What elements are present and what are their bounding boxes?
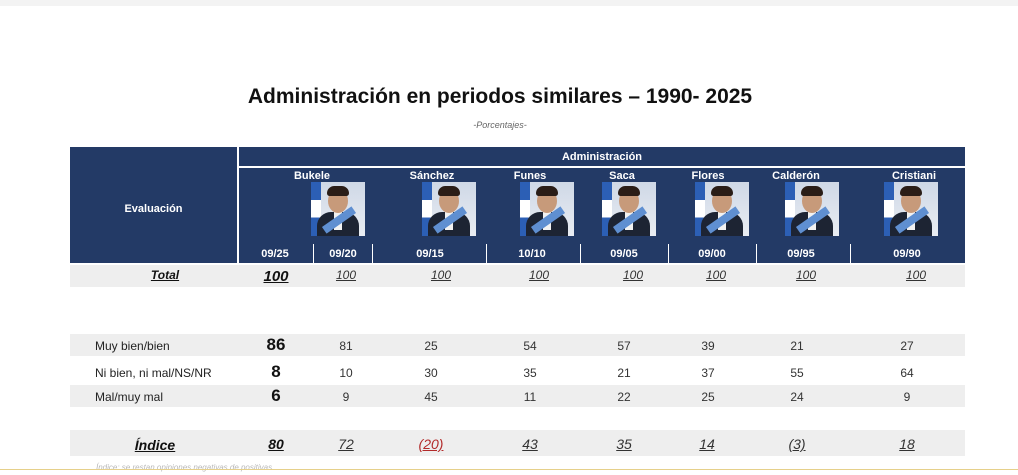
cell-ni-bien: 21 — [617, 366, 631, 380]
date-separator — [486, 244, 487, 263]
president-name-bukele: Bukele — [293, 170, 331, 182]
cell-muy-bien: 27 — [900, 339, 914, 353]
cell-ni-bien: 10 — [339, 366, 353, 380]
header-administration-block — [239, 147, 965, 166]
cell-ni-bien: 55 — [790, 366, 804, 380]
cell-muy-bien: 54 — [523, 339, 537, 353]
portrait-bukele — [311, 182, 365, 236]
row-label-muy-bien: Muy bien/bien — [95, 339, 170, 353]
cell-ni-bien: 30 — [424, 366, 438, 380]
bottom-line — [0, 469, 1018, 470]
cell-total: 100 — [335, 268, 357, 282]
row-label-mal: Mal/muy mal — [95, 390, 164, 404]
evaluation-header: Evaluación — [124, 203, 183, 215]
date-flores: 09/00 — [698, 248, 726, 260]
president-name-calderon: Calderón — [772, 170, 820, 182]
cell-indice: (20) — [418, 436, 444, 452]
cell-total: 100 — [622, 268, 644, 282]
cell-indice: (3) — [788, 436, 806, 452]
date-separator — [580, 244, 581, 263]
row-label-total: Total — [150, 268, 180, 282]
cell-mal: 24 — [790, 390, 804, 404]
cell-muy-bien: 86 — [266, 335, 286, 354]
president-name-saca: Saca — [609, 170, 635, 182]
cell-mal: 9 — [342, 390, 350, 404]
date-calderon: 09/95 — [787, 248, 815, 260]
portrait-sanchez — [422, 182, 476, 236]
cell-mal: 45 — [424, 390, 438, 404]
cell-indice: 18 — [899, 436, 915, 452]
cell-total: 100 — [430, 268, 452, 282]
portrait-funes — [520, 182, 574, 236]
row-bg-total — [70, 265, 965, 287]
header-evaluation-block — [70, 147, 237, 263]
cell-muy-bien: 39 — [701, 339, 715, 353]
cell-total: 100 — [795, 268, 817, 282]
cell-total: 100 — [705, 268, 727, 282]
row-label-ni-bien: Ni bien, ni mal/NS/NR — [95, 366, 212, 380]
cell-ni-bien: 64 — [900, 366, 914, 380]
cell-mal: 6 — [271, 386, 281, 405]
president-name-cristiani: Cristiani — [891, 170, 937, 182]
top-bar — [0, 0, 1018, 6]
page-subtitle: -Porcentajes- — [473, 120, 527, 130]
cell-muy-bien: 21 — [790, 339, 804, 353]
date-cristiani: 09/90 — [893, 248, 921, 260]
date-separator — [668, 244, 669, 263]
date-bukele-2025: 09/25 — [261, 248, 289, 260]
portrait-flores — [695, 182, 749, 236]
row-label-indice: Índice — [134, 437, 176, 453]
cell-ni-bien: 8 — [271, 362, 281, 381]
president-name-funes: Funes — [513, 170, 547, 182]
row-bg-indice — [70, 430, 965, 456]
cell-indice: 14 — [699, 436, 715, 452]
cell-mal: 22 — [617, 390, 631, 404]
president-name-flores: Flores — [691, 170, 725, 182]
portrait-saca — [602, 182, 656, 236]
cell-total: 100 — [528, 268, 550, 282]
cell-total: 100 — [905, 268, 927, 282]
portrait-calderon — [785, 182, 839, 236]
administration-header: Administración — [561, 151, 643, 163]
date-saca: 09/05 — [610, 248, 638, 260]
cell-indice: 80 — [268, 436, 284, 452]
cell-mal: 25 — [701, 390, 715, 404]
date-separator — [372, 244, 373, 263]
date-separator — [756, 244, 757, 263]
date-bukele-2020: 09/20 — [329, 248, 357, 260]
row-bg-mal — [70, 385, 965, 407]
cell-muy-bien: 25 — [424, 339, 438, 353]
date-sanchez: 09/15 — [416, 248, 444, 260]
cell-indice: 43 — [522, 436, 538, 452]
cell-indice: 72 — [338, 436, 354, 452]
cell-muy-bien: 57 — [617, 339, 631, 353]
cell-muy-bien: 81 — [339, 339, 353, 353]
footnote: Índice: se restan opiniones negativas de… — [96, 463, 275, 472]
date-separator — [313, 244, 314, 263]
cell-mal: 9 — [903, 390, 911, 404]
date-separator — [850, 244, 851, 263]
cell-ni-bien: 35 — [523, 366, 537, 380]
page-title: Administración en periodos similares – 1… — [247, 85, 753, 108]
portrait-cristiani — [884, 182, 938, 236]
date-funes: 10/10 — [518, 248, 546, 260]
cell-ni-bien: 37 — [701, 366, 715, 380]
cell-indice: 35 — [616, 436, 632, 452]
president-name-sanchez: Sánchez — [409, 170, 455, 182]
cell-mal: 11 — [523, 390, 537, 404]
cell-total: 100 — [263, 268, 289, 285]
row-bg-muy-bien — [70, 334, 965, 356]
